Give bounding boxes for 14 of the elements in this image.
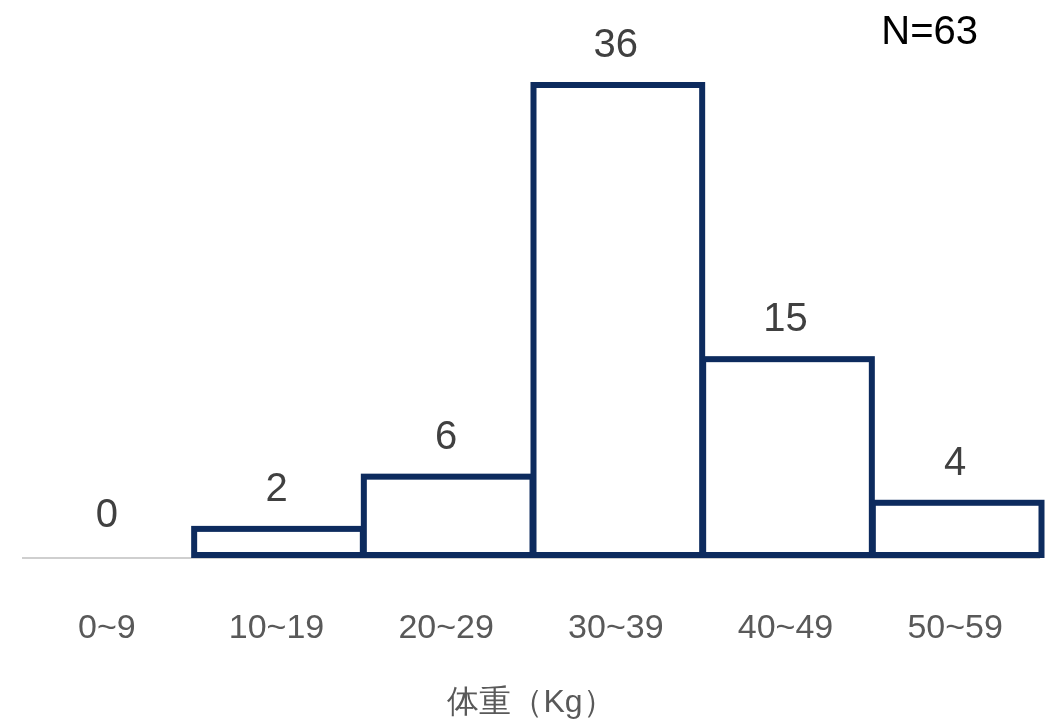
data-label: 2 (265, 464, 288, 509)
data-label: 0 (95, 491, 118, 535)
data-label: 4 (944, 438, 967, 483)
x-tick-label: 0~9 (77, 607, 136, 645)
x-tick-label: 10~19 (228, 607, 325, 645)
data-label: 36 (593, 21, 639, 65)
x-tick-label: 30~39 (568, 607, 664, 645)
data-label: 15 (763, 295, 808, 340)
text: N=63 (881, 8, 978, 52)
x-tick-label: 50~59 (907, 607, 1003, 645)
x-tick-label: 20~29 (398, 607, 494, 645)
data-label: 6 (435, 412, 458, 457)
x-axis-title: 体重（Kg） (447, 683, 615, 719)
x-tick-label: 40~49 (737, 607, 834, 645)
